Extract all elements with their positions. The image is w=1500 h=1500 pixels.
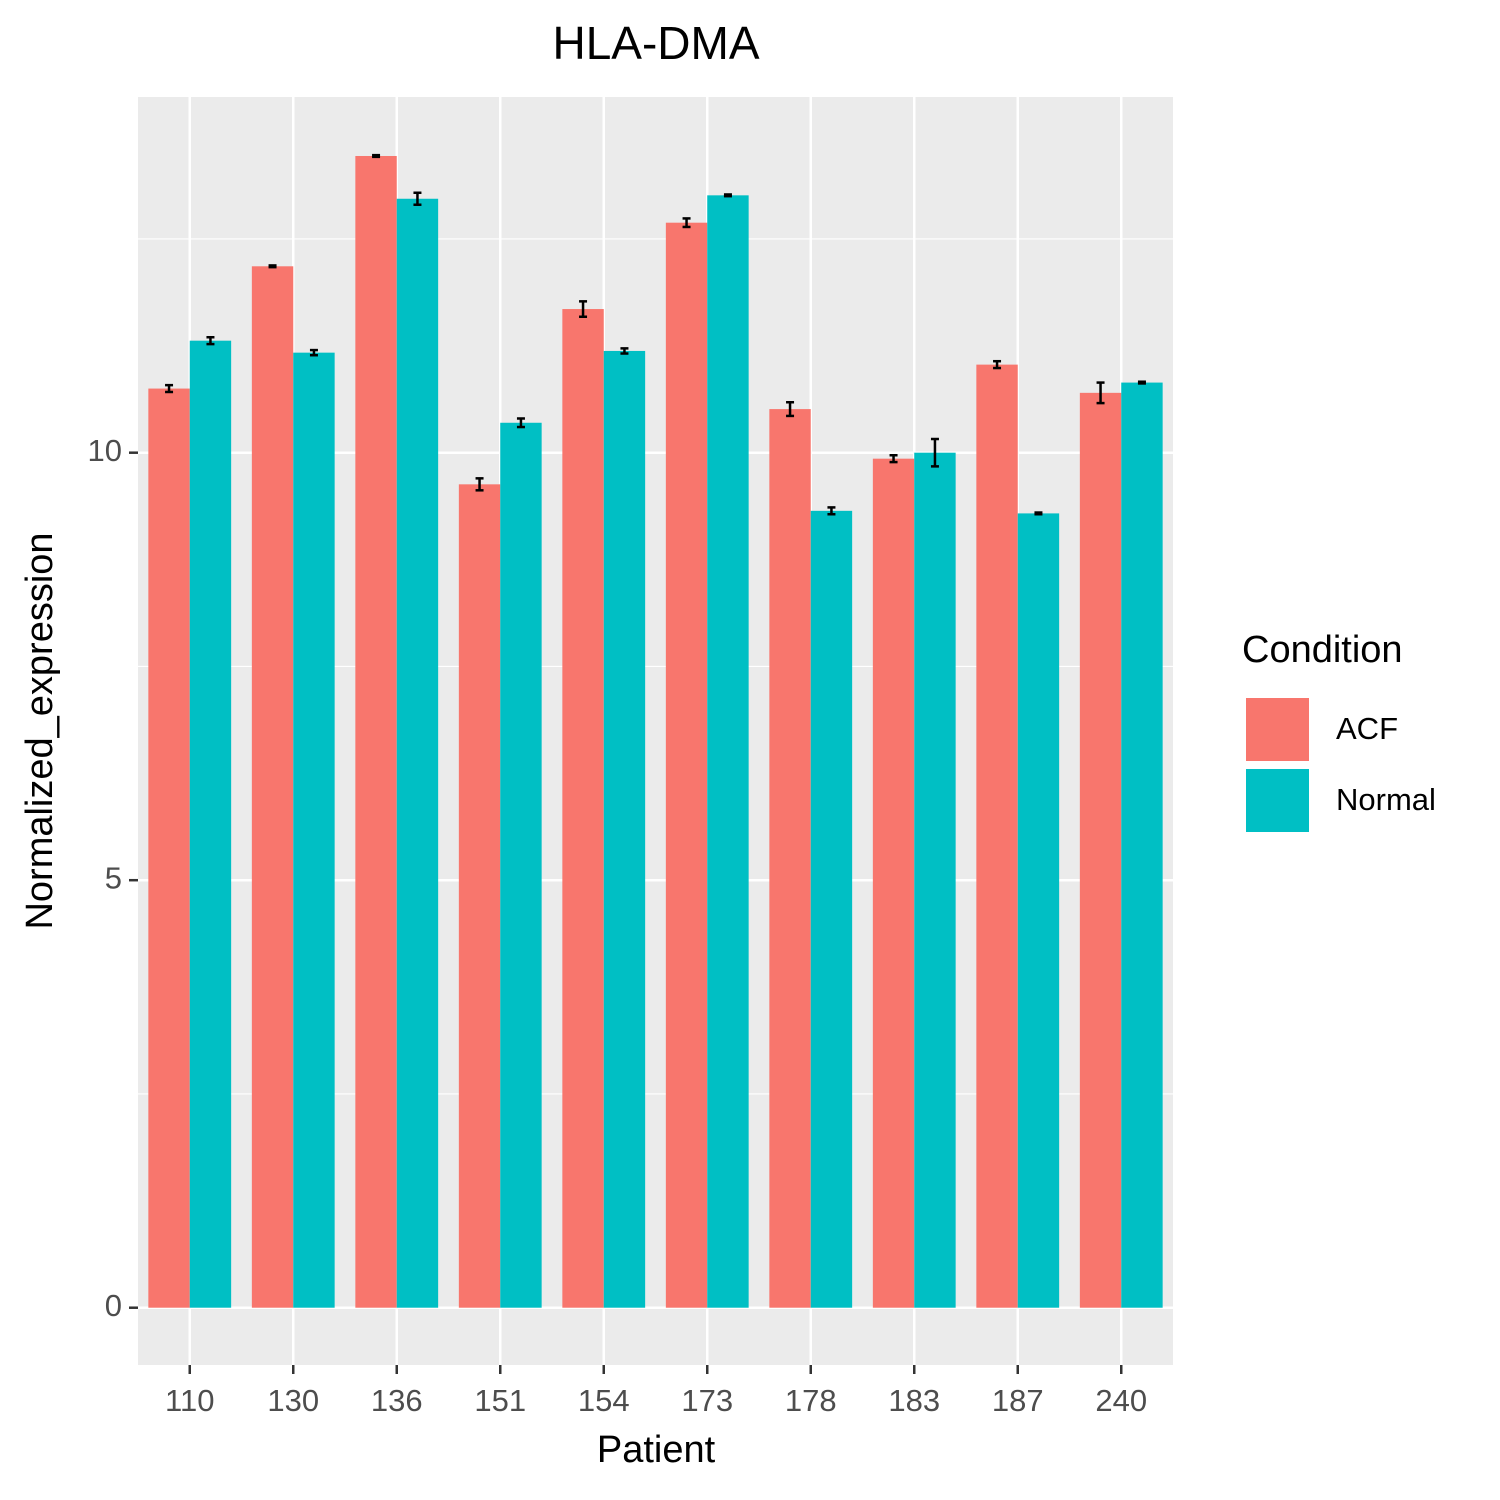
error-bar <box>827 506 836 516</box>
bar <box>1017 513 1060 1308</box>
bar <box>707 195 749 1308</box>
error-bar <box>889 454 898 464</box>
error-bar <box>723 193 732 198</box>
bar <box>500 422 542 1308</box>
bar <box>1121 382 1163 1308</box>
error-bar <box>682 217 691 229</box>
x-tick-label: 240 <box>1095 1383 1147 1418</box>
x-tick-label: 187 <box>992 1383 1044 1418</box>
legend-key <box>1244 767 1311 834</box>
y-tick-label: 0 <box>105 1288 122 1323</box>
legend-key <box>1244 696 1311 763</box>
y-tick-label: 10 <box>88 433 122 468</box>
error-bar <box>1034 511 1043 516</box>
x-axis-label: Patient <box>597 1429 716 1471</box>
x-tick-label: 136 <box>371 1383 423 1418</box>
bar <box>355 155 397 1308</box>
bar <box>976 364 1018 1308</box>
legend-label: ACF <box>1336 711 1398 746</box>
error-bar <box>930 437 939 468</box>
error-bar <box>372 153 381 159</box>
x-tick-label: 130 <box>267 1383 319 1418</box>
chart-title: HLA-DMA <box>552 17 759 69</box>
bar <box>458 484 501 1308</box>
bar <box>769 409 811 1308</box>
bar <box>603 350 646 1308</box>
bar <box>665 222 708 1308</box>
error-bar <box>1096 381 1105 405</box>
y-axis-label: Normalized_expression <box>19 532 61 929</box>
error-bar <box>620 347 629 355</box>
error-bar <box>165 383 174 394</box>
legend-label: Normal <box>1336 782 1436 817</box>
x-tick-label: 173 <box>681 1383 733 1418</box>
bar <box>562 309 604 1308</box>
bar <box>189 340 232 1308</box>
error-bar <box>579 300 588 318</box>
error-bar <box>475 477 484 492</box>
error-bar <box>206 336 215 346</box>
error-bar <box>268 264 277 269</box>
error-bar <box>786 400 795 418</box>
x-tick-label: 154 <box>578 1383 630 1418</box>
error-bar <box>516 417 525 429</box>
bar <box>914 452 956 1308</box>
x-tick-label: 178 <box>785 1383 837 1418</box>
bar <box>148 388 190 1308</box>
error-bar <box>1137 380 1146 385</box>
bar <box>396 198 439 1308</box>
y-tick-label: 5 <box>105 860 122 895</box>
error-bar <box>993 359 1002 370</box>
x-tick-label: 110 <box>165 1383 214 1418</box>
bar <box>293 352 335 1308</box>
legend-title: Condition <box>1242 629 1403 671</box>
bar <box>810 510 853 1308</box>
error-bar <box>413 191 422 206</box>
bar <box>251 266 294 1308</box>
bar <box>1079 392 1122 1308</box>
x-tick-label: 151 <box>474 1383 526 1418</box>
bar <box>872 458 915 1308</box>
error-bar <box>309 348 318 357</box>
x-tick-label: 183 <box>888 1383 940 1418</box>
